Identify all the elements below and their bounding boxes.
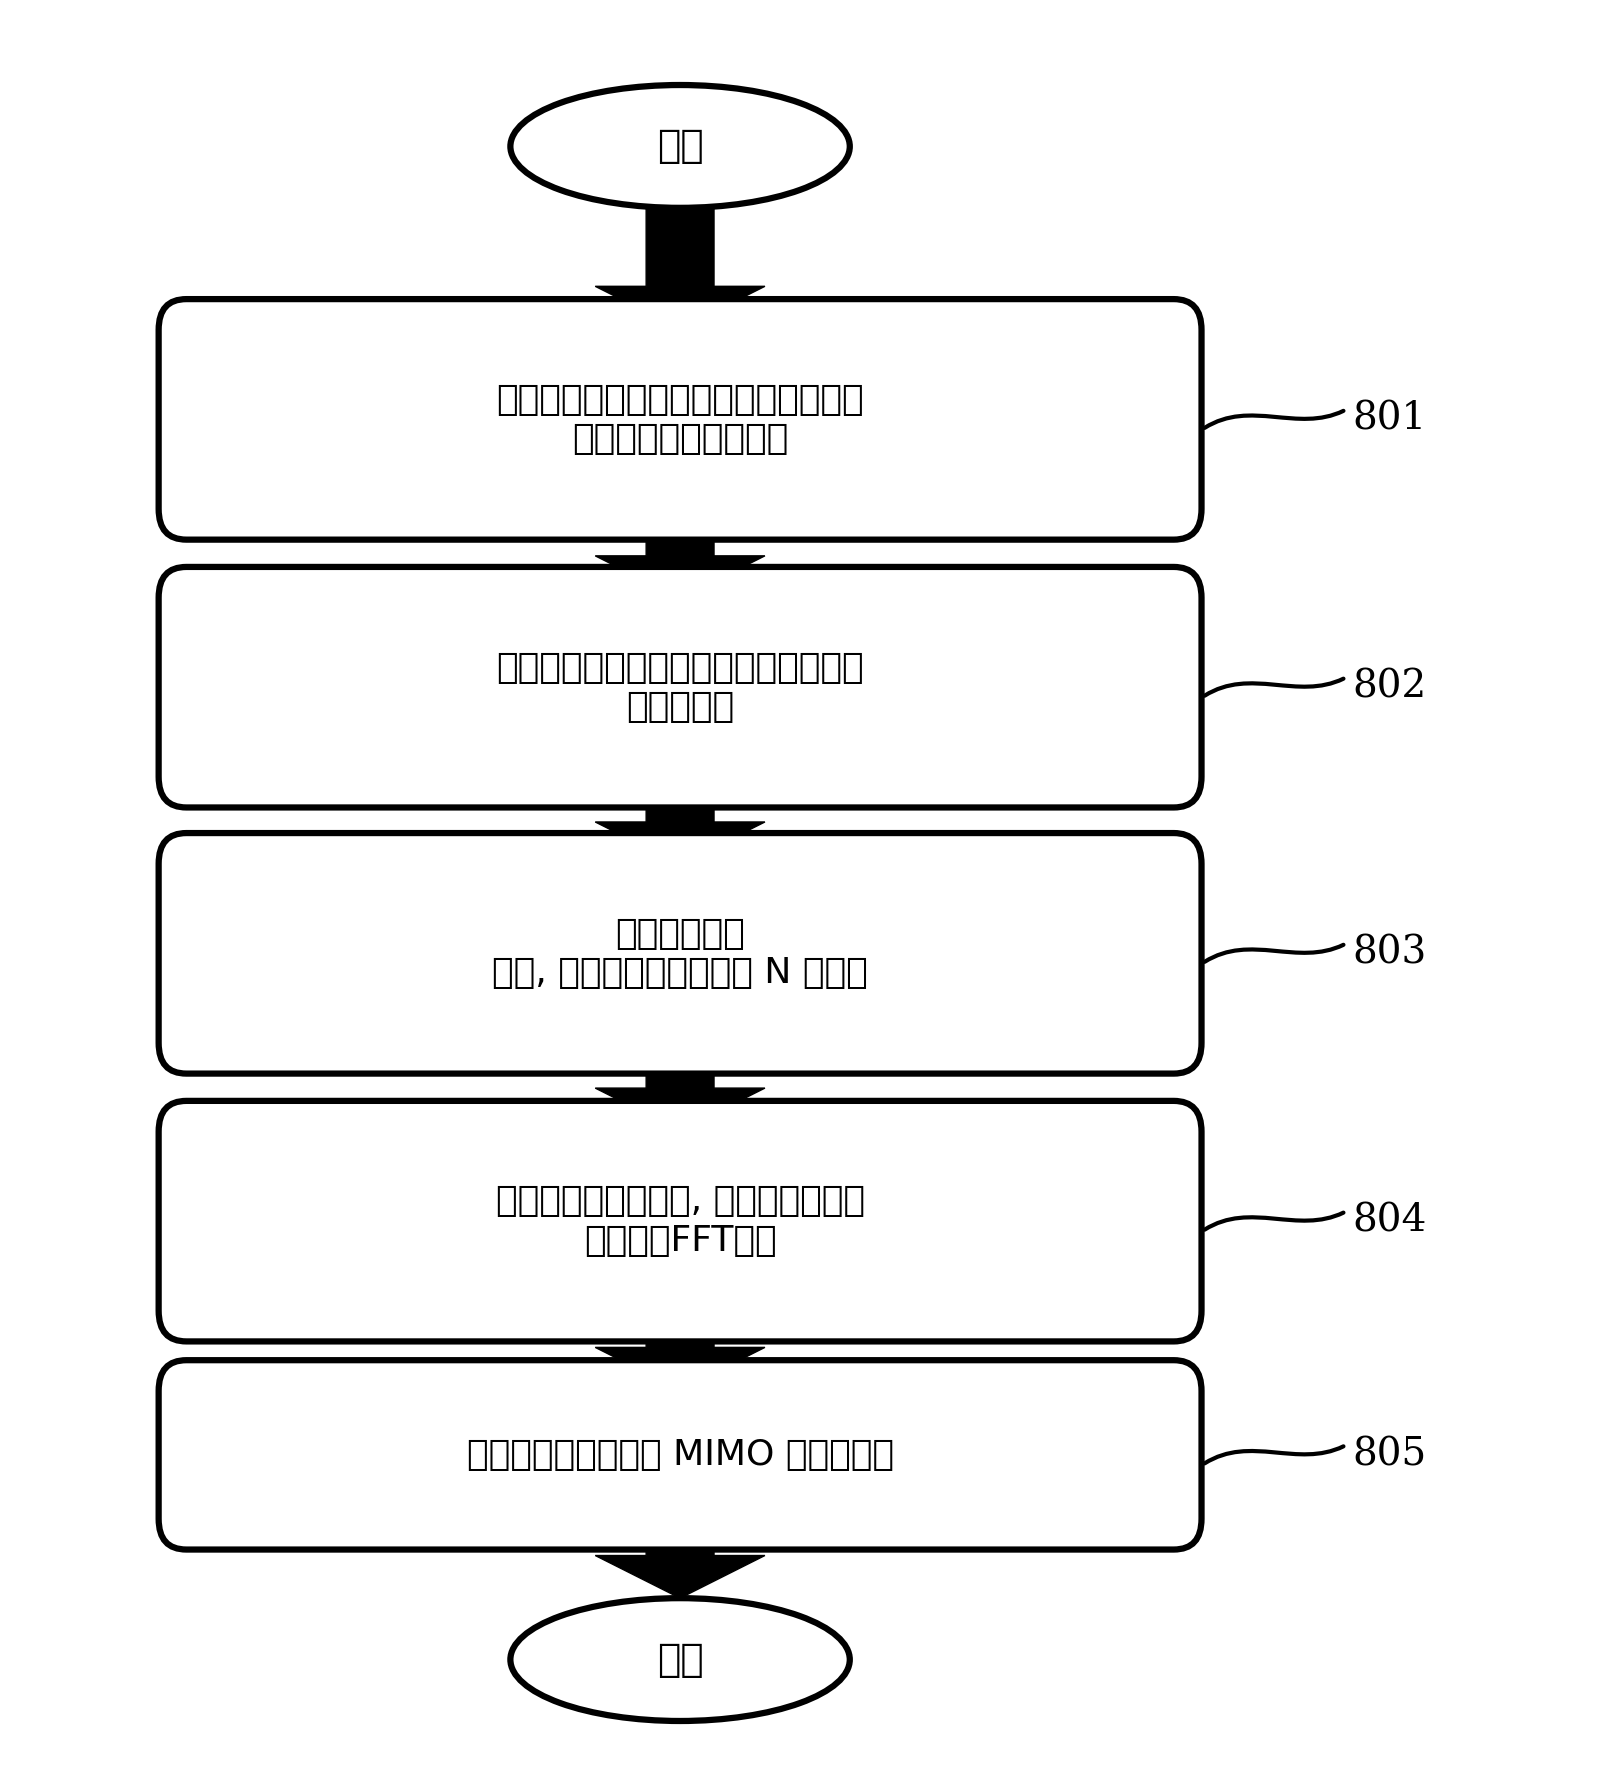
Text: 805: 805 bbox=[1353, 1436, 1427, 1473]
Polygon shape bbox=[595, 208, 765, 329]
FancyBboxPatch shape bbox=[159, 1102, 1202, 1342]
Polygon shape bbox=[595, 1519, 765, 1598]
Text: 对解调后的信号进行 MIMO 检测或译码: 对解调后的信号进行 MIMO 检测或译码 bbox=[466, 1438, 893, 1471]
Text: 804: 804 bbox=[1353, 1203, 1427, 1240]
Polygon shape bbox=[595, 1311, 765, 1390]
Text: 结束: 结束 bbox=[657, 1640, 704, 1679]
Polygon shape bbox=[595, 1043, 765, 1130]
Polygon shape bbox=[595, 778, 765, 865]
FancyBboxPatch shape bbox=[159, 299, 1202, 540]
Ellipse shape bbox=[511, 85, 850, 208]
FancyBboxPatch shape bbox=[159, 1359, 1202, 1550]
FancyBboxPatch shape bbox=[159, 567, 1202, 807]
Ellipse shape bbox=[511, 1598, 850, 1720]
Text: 803: 803 bbox=[1353, 935, 1427, 972]
Text: 801: 801 bbox=[1353, 402, 1427, 437]
Text: 802: 802 bbox=[1353, 668, 1427, 705]
Text: 根据信道增益计算每基站端各个天线支
路的信噪比: 根据信道增益计算每基站端各个天线支 路的信噪比 bbox=[497, 650, 865, 723]
FancyBboxPatch shape bbox=[159, 833, 1202, 1073]
Text: 对选择出的天线支路, 分别利用对应的
载波进行FFT解调: 对选择出的天线支路, 分别利用对应的 载波进行FFT解调 bbox=[495, 1185, 865, 1258]
Polygon shape bbox=[595, 510, 765, 599]
Text: 对信噪比进行
排序, 并选择信噪比较高的 N 幅天线: 对信噪比进行 排序, 并选择信噪比较高的 N 幅天线 bbox=[492, 917, 868, 990]
Text: 开始: 开始 bbox=[657, 128, 704, 165]
Text: 基站端通过信道估计获得用户与该基站
端的信道增益矩阵系数: 基站端通过信道估计获得用户与该基站 端的信道增益矩阵系数 bbox=[497, 382, 865, 457]
